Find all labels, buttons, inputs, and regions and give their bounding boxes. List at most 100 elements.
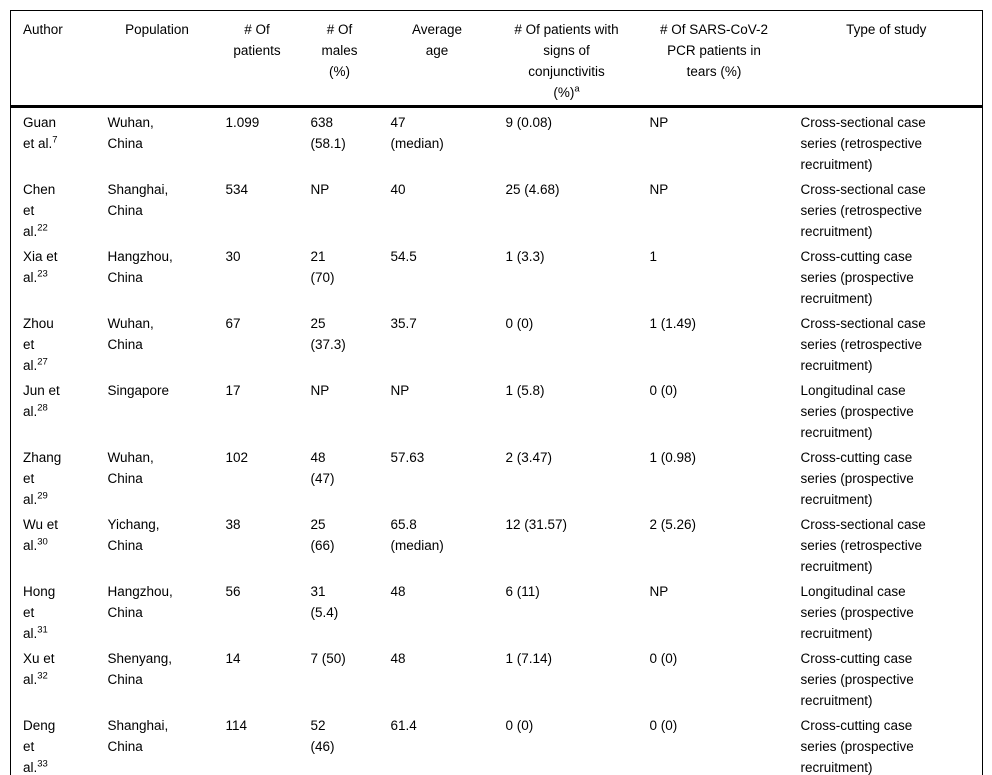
males-value: 48 (47): [310, 450, 335, 486]
cell-population: Shanghai, China: [101, 175, 214, 242]
author-name: Guan et al.: [23, 115, 57, 151]
cell-population: Shanghai, China: [101, 711, 214, 775]
cell-patients: 534: [214, 175, 301, 242]
author-name: Xu et al.: [23, 651, 55, 687]
cell-patients: 114: [214, 711, 301, 775]
cell-pcr-tears: 1 (1.49): [638, 309, 791, 376]
population-value: Shanghai, China: [107, 718, 169, 754]
cell-author: Deng et al.33: [11, 711, 101, 775]
author-name: Zhou et al.: [23, 316, 54, 373]
cell-age: 65.8 (median): [379, 510, 496, 577]
study-summary-table: Author Population # Of patients # Of mal…: [10, 10, 983, 775]
cell-author: Chen et al.22: [11, 175, 101, 242]
table-row: Hong et al.31 Hangzhou, China 56 31 (5.4…: [11, 577, 983, 644]
conjunctivitis-value: 9 (0.08): [505, 115, 553, 130]
cell-conjunctivitis: 6 (11): [496, 577, 638, 644]
cell-study-type: Longitudinal case series (prospective re…: [791, 577, 983, 644]
patients-value: 14: [225, 651, 241, 666]
cell-males: 25 (37.3): [301, 309, 379, 376]
column-header-conjunctivitis: # Of patients with signs of conjunctivit…: [495, 10, 638, 108]
table-row: Wu et al.30 Yichang, China 38 25 (66) 65…: [11, 510, 983, 577]
population-value: Yichang, China: [107, 517, 160, 553]
cell-population: Shenyang, China: [101, 644, 214, 711]
cell-conjunctivitis: 1 (5.8): [496, 376, 638, 443]
males-value: NP: [310, 383, 330, 398]
cell-conjunctivitis: 12 (31.57): [496, 510, 638, 577]
pcr-tears-value: 0 (0): [649, 651, 678, 666]
age-value: 65.8 (median): [390, 517, 444, 553]
cell-pcr-tears: 1 (0.98): [638, 443, 791, 510]
cell-males: 48 (47): [301, 443, 379, 510]
author-name: Wu et al.: [23, 517, 59, 553]
cell-pcr-tears: 1: [638, 242, 791, 309]
reference-superscript: 32: [37, 670, 48, 682]
reference-superscript: 23: [37, 268, 48, 280]
cell-study-type: Cross-sectional case series (retrospecti…: [791, 175, 983, 242]
author-name: Zhang et al.: [23, 450, 62, 507]
cell-pcr-tears: 0 (0): [638, 644, 791, 711]
study-type-value: Cross-sectional case series (retrospecti…: [800, 115, 926, 172]
cell-study-type: Cross-sectional case series (retrospecti…: [791, 510, 983, 577]
table-row: Xia et al.23 Hangzhou, China 30 21 (70) …: [11, 242, 983, 309]
cell-age: 35.7: [379, 309, 496, 376]
cell-author: Jun et al.28: [11, 376, 101, 443]
cell-conjunctivitis: 1 (7.14): [496, 644, 638, 711]
males-value: 25 (66): [310, 517, 335, 553]
males-value: 21 (70): [310, 249, 335, 285]
patients-value: 38: [225, 517, 241, 532]
pcr-tears-value: NP: [649, 584, 669, 599]
cell-author: Xia et al.23: [11, 242, 101, 309]
cell-males: 31 (5.4): [301, 577, 379, 644]
study-type-value: Cross-cutting case series (prospective r…: [800, 718, 914, 775]
cell-conjunctivitis: 9 (0.08): [496, 107, 638, 176]
conjunctivitis-value: 0 (0): [505, 718, 534, 733]
table-row: Zhou et al.27 Wuhan, China 67 25 (37.3) …: [11, 309, 983, 376]
cell-patients: 30: [214, 242, 301, 309]
males-value: 25 (37.3): [310, 316, 346, 352]
study-type-value: Longitudinal case series (prospective re…: [800, 584, 914, 641]
population-value: Hangzhou, China: [107, 249, 173, 285]
cell-population: Hangzhou, China: [101, 577, 214, 644]
column-header-patients: # Of patients: [213, 10, 301, 108]
age-value: 61.4: [390, 718, 417, 733]
cell-conjunctivitis: 0 (0): [496, 309, 638, 376]
table-row: Guan et al.7 Wuhan, China 1.099 638 (58.…: [11, 107, 983, 176]
cell-patients: 56: [214, 577, 301, 644]
study-type-value: Longitudinal case series (prospective re…: [800, 383, 914, 440]
cell-males: 25 (66): [301, 510, 379, 577]
cell-males: 21 (70): [301, 242, 379, 309]
patients-value: 114: [225, 718, 248, 733]
cell-pcr-tears: 2 (5.26): [638, 510, 791, 577]
column-header-label: Type of study: [846, 22, 927, 37]
age-value: NP: [390, 383, 410, 398]
cell-author: Wu et al.30: [11, 510, 101, 577]
cell-population: Hangzhou, China: [101, 242, 214, 309]
cell-patients: 17: [214, 376, 301, 443]
study-type-value: Cross-sectional case series (retrospecti…: [800, 182, 926, 239]
pcr-tears-value: 2 (5.26): [649, 517, 697, 532]
column-header-label: # Of patients with signs of conjunctivit…: [514, 22, 619, 100]
reference-superscript: 27: [37, 356, 48, 368]
cell-age: 48: [379, 577, 496, 644]
cell-study-type: Cross-cutting case series (prospective r…: [791, 443, 983, 510]
cell-age: 61.4: [379, 711, 496, 775]
cell-males: NP: [301, 175, 379, 242]
patients-value: 102: [225, 450, 249, 465]
reference-superscript: 22: [37, 222, 48, 234]
cell-study-type: Cross-cutting case series (prospective r…: [791, 242, 983, 309]
column-header-study-type: Type of study: [790, 10, 983, 108]
patients-value: 1.099: [225, 115, 260, 130]
age-value: 40: [390, 182, 406, 197]
population-value: Singapore: [107, 383, 170, 398]
cell-author: Zhang et al.29: [11, 443, 101, 510]
pcr-tears-value: NP: [649, 115, 669, 130]
column-header-label: # Of SARS-CoV-2 PCR patients in tears (%…: [659, 22, 769, 79]
age-value: 47 (median): [390, 115, 444, 151]
cell-author: Guan et al.7: [11, 107, 101, 176]
column-header-population: Population: [100, 10, 214, 108]
study-type-value: Cross-cutting case series (prospective r…: [800, 249, 914, 306]
males-value: 638 (58.1): [310, 115, 346, 151]
column-header-label: Average age: [411, 22, 463, 58]
conjunctivitis-value: 2 (3.47): [505, 450, 553, 465]
